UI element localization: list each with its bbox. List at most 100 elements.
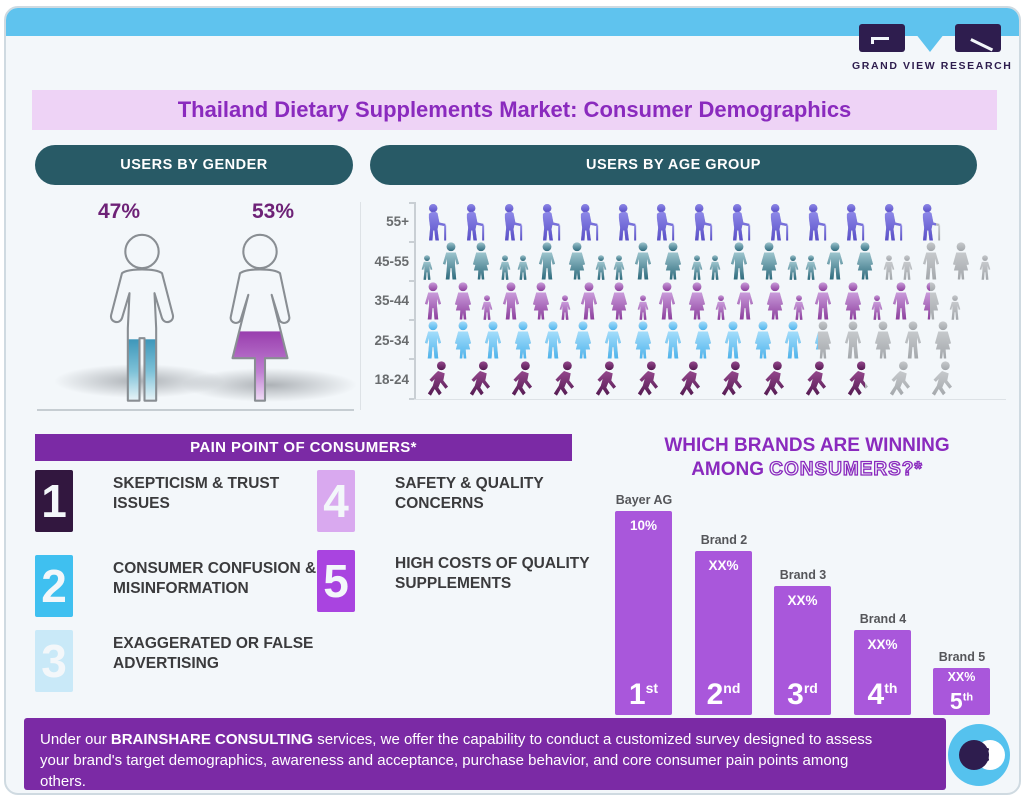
brand-value-label: XX% <box>787 593 818 608</box>
brand-rank-label: 1st <box>628 678 659 711</box>
footer-text: Under our BRAINSHARE CONSULTING services… <box>40 731 873 790</box>
person-icon <box>731 282 759 320</box>
person-icon <box>571 203 607 241</box>
age-group-row: 25-34 <box>363 321 1013 361</box>
person-icon <box>611 255 627 280</box>
person-icon <box>917 242 945 280</box>
users-by-gender-header: USERS BY GENDER <box>35 145 353 185</box>
person-icon <box>683 282 711 320</box>
pain-point-item: 4 SAFETY & QUALITY CONCERNS <box>317 470 625 532</box>
pictogram-strip <box>419 360 1006 400</box>
person-icon <box>725 242 753 280</box>
person-icon <box>467 242 495 280</box>
logo-r-block <box>955 24 1001 52</box>
pictogram-colored-layer <box>419 280 930 320</box>
brand-bar: Bayer AG 10% 1st <box>615 493 672 715</box>
person-icon <box>913 203 936 241</box>
person-icon <box>881 361 921 399</box>
brand-bar: Brand 4 XX% 4th <box>854 612 911 715</box>
page-title: Thailand Dietary Supplements Market: Con… <box>177 97 852 122</box>
person-icon <box>659 242 687 280</box>
person-icon <box>495 203 531 241</box>
male-percentage: 47% <box>97 200 141 223</box>
person-icon <box>869 321 897 359</box>
person-icon <box>497 255 513 280</box>
logo-v-triangle-icon <box>908 24 952 52</box>
venn-line <box>980 753 989 756</box>
person-icon <box>533 203 569 241</box>
person-icon <box>671 361 711 399</box>
person-icon <box>947 242 975 280</box>
pain-point-number-block: 5 <box>317 550 355 612</box>
person-icon <box>689 255 705 280</box>
pictogram-strip <box>419 202 1006 242</box>
grand-view-research-logo: GRAND VIEW RESEARCH <box>852 24 1011 72</box>
person-icon <box>587 361 627 399</box>
pictogram-strip <box>419 241 1006 281</box>
pain-points-header: PAIN POINT OF CONSUMERS* <box>35 434 572 461</box>
person-icon <box>797 361 837 399</box>
person-icon <box>977 255 993 280</box>
brands-bar-chart: Bayer AG 10% 1st Brand 2 XX% 2nd Brand 3… <box>607 482 1011 715</box>
brand-value-label: XX% <box>708 558 739 573</box>
person-icon <box>923 361 963 399</box>
person-icon <box>653 282 681 320</box>
person-icon <box>791 295 807 320</box>
pain-point-item: 1 SKEPTICISM & TRUST ISSUES <box>35 470 313 532</box>
person-icon <box>869 295 885 320</box>
pain-point-label: HIGH COSTS OF QUALITY SUPPLEMENTS <box>395 555 590 593</box>
person-icon <box>515 255 531 280</box>
age-chart-baseline <box>414 399 1006 400</box>
brand-rank-label: 5th <box>949 688 974 714</box>
users-by-age-group-header: USERS BY AGE GROUP <box>370 145 977 185</box>
age-group-rows: 55+ 45-55 35-44 25-34 18-24 <box>363 202 1013 400</box>
age-chart-axis <box>414 202 416 400</box>
pain-point-label: SKEPTICISM & TRUST ISSUES <box>113 475 280 513</box>
person-icon <box>881 255 883 280</box>
age-group-row: 45-55 <box>363 242 1013 282</box>
person-icon <box>785 255 801 280</box>
age-group-label: 45-55 <box>374 253 409 269</box>
person-icon <box>419 282 447 320</box>
logo-g-block <box>859 24 905 52</box>
person-icon <box>449 321 477 359</box>
age-group-label: 25-34 <box>374 332 409 348</box>
person-icon <box>881 255 897 280</box>
pictogram-strip <box>419 320 1006 360</box>
age-group-label: 55+ <box>386 214 409 230</box>
person-icon <box>899 321 927 359</box>
person-icon <box>647 203 683 241</box>
person-icon <box>839 321 867 359</box>
person-icon <box>929 321 957 359</box>
brainshare-consulting-label: BRAINSHARE CONSULTING <box>110 731 314 748</box>
gvr-logo-mark <box>852 24 1008 54</box>
brands-chart-title: WHICH BRANDS ARE WINNING AMONG CONSUMERS… <box>664 435 950 480</box>
brand-rank-label: 3rd <box>787 678 818 711</box>
person-icon <box>569 321 597 359</box>
person-icon <box>755 242 783 280</box>
brand-name-label: Brand 2 <box>700 533 748 547</box>
axis-tick <box>409 398 415 400</box>
person-icon <box>503 361 543 399</box>
pain-point-label: EXAGGERATED OR FALSE ADVERTISING <box>113 635 314 673</box>
outlined-title-text: CONSUMERS?* <box>769 458 923 480</box>
person-icon <box>755 361 795 399</box>
top-accent-bar <box>6 8 1019 36</box>
person-icon <box>839 361 865 399</box>
person-icon <box>605 282 633 320</box>
female-percentage: 53% <box>251 200 295 223</box>
person-icon <box>497 282 525 320</box>
person-icon <box>461 361 501 399</box>
pain-point-number-block: 3 <box>35 630 73 692</box>
age-group-row: 35-44 <box>363 281 1013 321</box>
brainshare-venn-icon <box>948 724 1010 786</box>
person-icon <box>837 203 873 241</box>
person-icon <box>899 255 915 280</box>
person-icon <box>557 295 573 320</box>
gender-baseline <box>37 409 354 411</box>
age-group-row: 55+ <box>363 202 1013 242</box>
brand-bar: Brand 5 XX% 5th <box>933 650 990 715</box>
brand-name-label: Brand 4 <box>859 612 907 626</box>
person-icon <box>609 203 645 241</box>
person-icon <box>419 255 435 280</box>
